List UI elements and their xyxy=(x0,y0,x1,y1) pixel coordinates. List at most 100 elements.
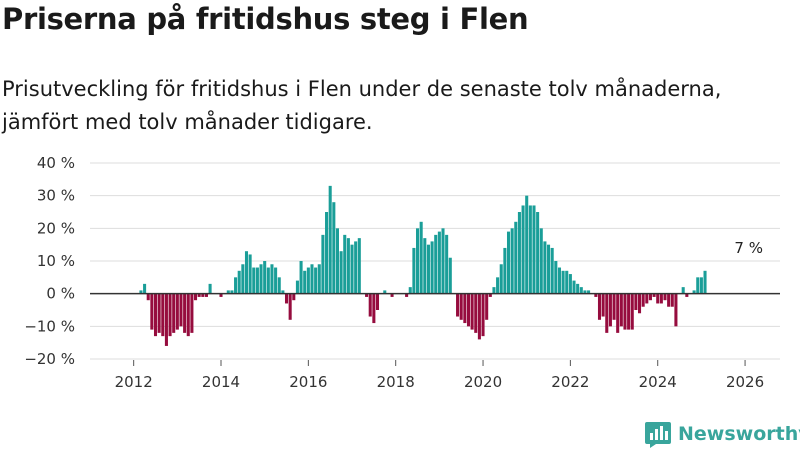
bar xyxy=(456,293,460,317)
bar xyxy=(466,293,471,327)
bar xyxy=(612,293,616,320)
bar xyxy=(547,244,551,294)
y-tick-label: 20 % xyxy=(37,219,75,237)
bar xyxy=(357,238,361,294)
bar xyxy=(536,212,540,294)
bar xyxy=(179,293,183,327)
bar xyxy=(485,293,489,320)
bar xyxy=(597,293,602,320)
bar xyxy=(470,293,474,330)
bar xyxy=(219,293,223,297)
bar xyxy=(699,277,703,294)
bar xyxy=(430,241,434,294)
bar xyxy=(157,293,161,333)
bar xyxy=(579,287,583,294)
bar xyxy=(503,247,507,294)
bar xyxy=(510,228,514,294)
bar xyxy=(175,293,179,330)
bar xyxy=(616,293,620,333)
bar xyxy=(528,205,532,294)
bar xyxy=(554,261,558,294)
bar xyxy=(630,293,634,330)
bar xyxy=(303,270,307,294)
bar xyxy=(499,264,503,294)
bar xyxy=(416,228,420,294)
bar xyxy=(627,293,631,330)
x-tick-label: 2014 xyxy=(202,373,240,391)
y-tick-label: 0 % xyxy=(46,285,75,303)
bar xyxy=(656,293,660,304)
bar xyxy=(383,290,387,294)
bar xyxy=(354,241,358,294)
bar xyxy=(328,185,332,294)
bar xyxy=(375,293,380,310)
bar xyxy=(259,264,263,294)
chart-title: Priserna på fritidshus steg i Flen xyxy=(2,2,529,36)
newsworthy-logo: Newsworthy xyxy=(644,420,800,448)
bar xyxy=(641,293,645,307)
x-tick-label: 2016 xyxy=(289,373,327,391)
bar xyxy=(274,267,278,294)
bar xyxy=(270,264,274,294)
bar xyxy=(634,293,638,310)
bar xyxy=(587,290,591,294)
bar xyxy=(299,261,303,294)
bar xyxy=(143,283,147,294)
y-tick-label: 40 % xyxy=(37,154,75,172)
bar xyxy=(521,205,525,294)
bar xyxy=(321,234,325,294)
x-tick-label: 2018 xyxy=(377,373,415,391)
bar xyxy=(164,293,168,346)
bar xyxy=(350,244,354,294)
x-tick-label: 2020 xyxy=(464,373,502,391)
bar xyxy=(335,228,339,294)
bar xyxy=(674,293,678,327)
bar xyxy=(572,280,576,294)
bar xyxy=(459,293,463,320)
bar xyxy=(194,293,198,301)
bar xyxy=(183,293,187,333)
bar xyxy=(445,234,449,294)
bar xyxy=(230,290,234,294)
x-tick-label: 2026 xyxy=(726,373,764,391)
bar xyxy=(368,293,372,317)
bar xyxy=(226,290,230,294)
data-label: 7 % xyxy=(734,239,763,257)
bar xyxy=(645,293,649,304)
bar xyxy=(190,293,194,333)
newsworthy-logo-icon xyxy=(645,422,671,448)
bar xyxy=(244,251,249,294)
bar xyxy=(619,293,623,327)
bar xyxy=(477,293,481,340)
bar xyxy=(390,293,394,297)
bar xyxy=(434,234,438,294)
bar xyxy=(234,277,238,294)
bar xyxy=(408,287,412,294)
bar xyxy=(561,270,565,294)
bar xyxy=(153,293,158,337)
bar xyxy=(539,228,543,294)
bar xyxy=(255,267,259,294)
bar xyxy=(314,267,318,294)
bar xyxy=(441,228,445,294)
bar xyxy=(623,293,627,330)
bar xyxy=(325,212,329,294)
x-tick-label: 2024 xyxy=(639,373,677,391)
bar xyxy=(372,293,376,324)
bar xyxy=(667,293,671,307)
bar xyxy=(514,221,518,294)
bar xyxy=(557,267,561,294)
bar xyxy=(448,257,452,294)
bar xyxy=(346,238,350,294)
bar xyxy=(568,274,572,294)
bar xyxy=(525,195,529,294)
bar xyxy=(204,293,208,297)
bar xyxy=(295,280,299,294)
bar xyxy=(237,270,241,294)
bar xyxy=(543,241,547,294)
bar xyxy=(343,234,347,294)
bar xyxy=(306,267,310,294)
bar xyxy=(365,293,369,297)
bar xyxy=(550,247,554,294)
